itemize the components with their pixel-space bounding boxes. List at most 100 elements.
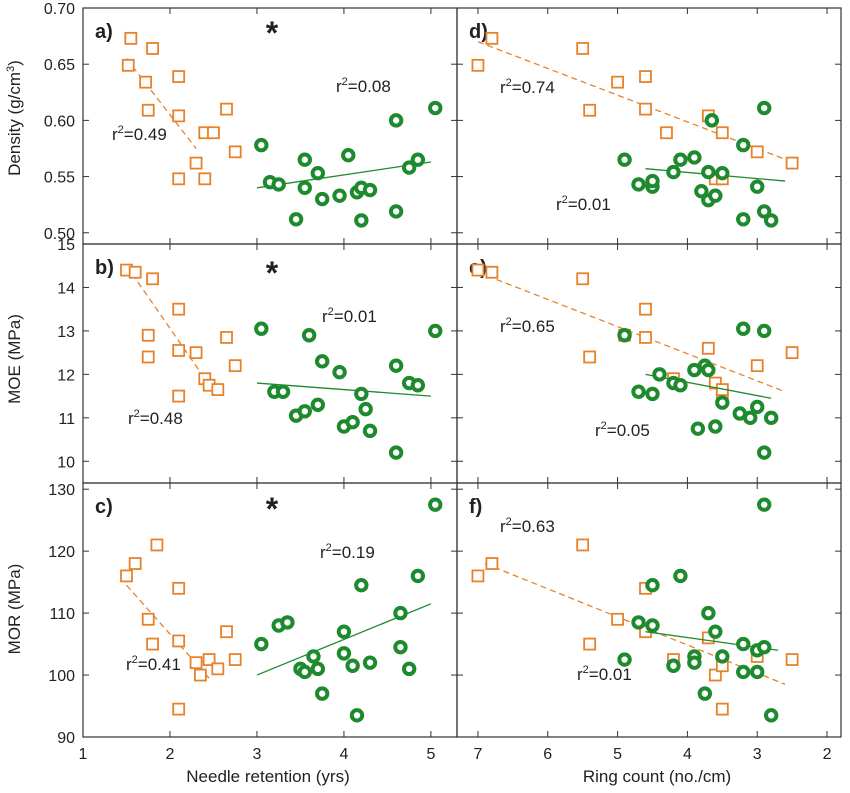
x-axis-label-right: Ring count (no./cm) [583, 767, 731, 786]
r-squared-annotation: r2=0.48 [128, 408, 183, 428]
data-point-circle [763, 213, 779, 228]
data-point-circle [336, 646, 352, 661]
data-point-circle [757, 497, 772, 512]
data-point-square [120, 569, 133, 583]
data-point-circle [297, 404, 312, 419]
data-point-square [583, 637, 597, 651]
data-point-circle [297, 152, 312, 167]
data-point-circle [301, 328, 317, 343]
panel-label: c) [95, 496, 113, 518]
data-point-circle [715, 166, 730, 181]
data-point-circle [410, 152, 426, 167]
y-tick-label: 10 [57, 454, 75, 471]
y-tick-label: 12 [57, 367, 75, 384]
trendline-green [256, 161, 432, 189]
y-axis-label-density: Density (g/cm3) [5, 60, 24, 176]
r-squared-annotation: r2=0.01 [577, 664, 632, 684]
data-point-circle [645, 578, 660, 593]
r-squared-annotation: r2=0.65 [500, 316, 555, 336]
data-point-square [485, 265, 499, 279]
data-point-circle [362, 655, 378, 670]
data-point-circle [687, 150, 702, 165]
data-point-circle [757, 639, 772, 655]
trendline-orange [125, 58, 197, 149]
trendline-orange [125, 265, 201, 373]
data-point-square [128, 557, 142, 570]
y-tick-label: 0.60 [44, 113, 75, 130]
data-point-circle [388, 204, 404, 219]
y-tick-label: 100 [48, 668, 75, 685]
data-point-circle [736, 636, 751, 652]
panel-f: 7 6 5 4 3 2 f) r2=0.63 r2=0.01 [456, 482, 842, 763]
panel-frame [456, 482, 842, 738]
trendline-green [645, 373, 772, 399]
data-point-circle [645, 173, 660, 189]
x-tick-label: 6 [543, 746, 552, 763]
data-point-circle [757, 100, 772, 116]
panel-a: 0.50 0.55 0.60 0.65 0.70 a) * r2=0.49 r2=0.08 [44, 1, 458, 245]
data-point-circle [254, 137, 269, 153]
data-point-square [576, 538, 590, 552]
data-point-square [228, 653, 242, 666]
data-point-square [202, 653, 216, 666]
data-point-circle [314, 686, 330, 701]
data-point-square [172, 344, 186, 357]
data-point-square [639, 331, 652, 344]
data-point-circle [314, 191, 330, 207]
data-point-circle [666, 164, 681, 180]
data-point-circle [297, 664, 312, 680]
data-point-square [146, 272, 159, 286]
panel-label: b) [95, 257, 114, 279]
data-point-circle [617, 152, 632, 167]
y-tick-label: 11 [58, 411, 75, 428]
r-squared-annotation: r2=0.74 [500, 77, 555, 97]
data-point-circle [701, 164, 716, 180]
data-point-circle [345, 658, 360, 673]
x-tick-label: 5 [426, 746, 435, 763]
panel-label: a) [95, 21, 113, 43]
data-point-circle [673, 378, 688, 393]
panel-frame [456, 7, 842, 245]
data-point-circle [297, 180, 312, 196]
data-point-square [639, 70, 652, 83]
data-point-circle [393, 639, 408, 655]
data-point-circle [354, 386, 369, 402]
data-point-square [141, 328, 155, 342]
data-point-circle [336, 624, 352, 639]
y-tick-label: 13 [57, 324, 75, 341]
data-point-square [220, 625, 233, 639]
data-point-circle [410, 568, 426, 584]
data-point-circle [631, 615, 646, 630]
data-point-circle [763, 410, 779, 426]
data-point-square [701, 341, 715, 355]
data-point-circle [388, 358, 404, 373]
y-tick-label: 90 [57, 730, 75, 747]
data-point-circle [354, 578, 369, 593]
r-squared-annotation: r2=0.08 [336, 76, 391, 96]
x-tick-label: 2 [166, 746, 175, 763]
data-point-circle [757, 445, 772, 460]
data-point-circle [362, 182, 378, 198]
data-point-circle [310, 661, 326, 677]
x-tick-label: 3 [253, 746, 262, 763]
data-point-square [141, 350, 155, 364]
data-point-square [141, 103, 155, 117]
data-point-square [639, 302, 652, 316]
data-point-circle [701, 362, 716, 378]
data-point-circle [314, 354, 330, 369]
panel-frame [456, 243, 842, 484]
data-point-square [141, 612, 155, 626]
data-point-circle [388, 445, 404, 460]
data-point-circle [673, 152, 688, 167]
r-squared-annotation: r2=0.01 [556, 194, 611, 214]
x-tick-label: 3 [753, 746, 762, 763]
data-point-circle [704, 113, 720, 128]
data-point-square [750, 145, 764, 159]
data-point-square [172, 634, 186, 648]
data-point-square [611, 75, 624, 89]
data-point-square [146, 42, 159, 55]
data-point-circle [732, 406, 747, 421]
y-axis-label-moe: MOE (MPa) [5, 314, 24, 404]
data-point-square [471, 58, 485, 72]
data-point-circle [750, 179, 765, 194]
